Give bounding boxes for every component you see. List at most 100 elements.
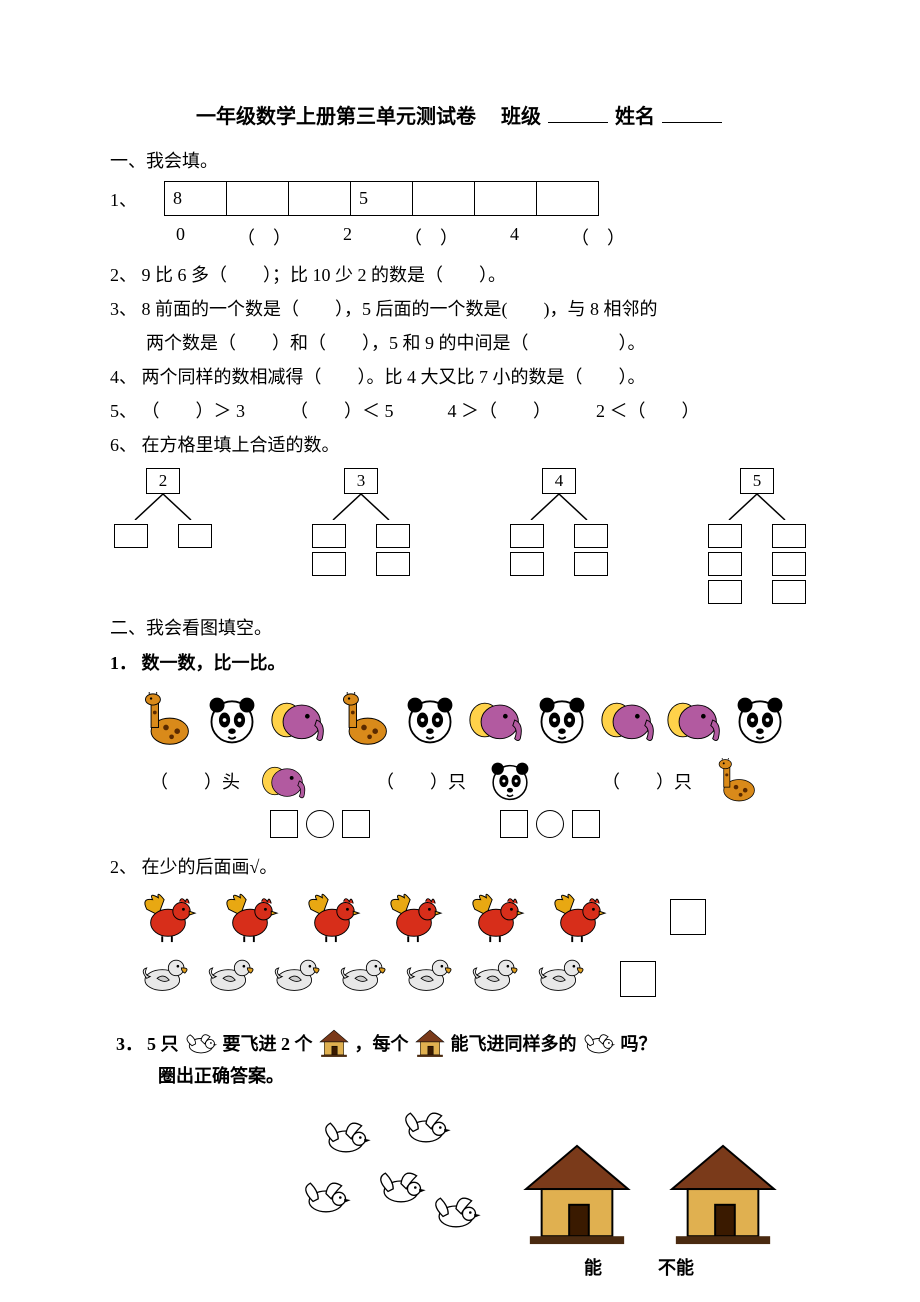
q6-number: 6、 (110, 435, 137, 455)
q4: 4、 两个同样的数相减得（ ）。比 4 大又比 7 小的数是（ ）。 (110, 362, 810, 392)
q1-cell[interactable] (475, 182, 537, 216)
bond-lines-icon (321, 494, 401, 520)
elephant-count[interactable]: （ ）头 (150, 768, 240, 794)
check-box[interactable] (620, 961, 656, 997)
q2-text: 9 比 6 多（ ）；比 10 少 2 的数是（ ）。 (142, 265, 507, 285)
elephant-icon (258, 758, 310, 804)
duck-icon (534, 952, 586, 1006)
compare-group[interactable] (500, 810, 600, 838)
dove-icon (183, 1029, 219, 1057)
name-blank[interactable] (662, 105, 722, 123)
duck-icon (468, 952, 520, 1006)
house-icon (317, 1028, 351, 1058)
bond-cell[interactable] (510, 524, 544, 548)
bond-cell[interactable] (574, 524, 608, 548)
bond-cell[interactable] (312, 552, 346, 576)
duck-icon (402, 952, 454, 1006)
q6-label: 在方格里填上合适的数。 (142, 435, 340, 455)
q1-cell[interactable] (413, 182, 475, 216)
name-label: 姓名 (615, 106, 655, 128)
q3-number: 3、 (110, 299, 137, 319)
q1-cell[interactable] (537, 182, 599, 216)
q3-illustration (280, 1098, 810, 1248)
square-icon (342, 810, 370, 838)
q2-number: 2、 (110, 265, 137, 285)
bond-top: 4 (542, 468, 576, 494)
bond-cell[interactable] (376, 524, 410, 548)
bond-cell[interactable] (312, 524, 346, 548)
square-icon (572, 810, 600, 838)
bond-cell[interactable] (708, 524, 742, 548)
chicken-icon (466, 890, 526, 944)
answer-no[interactable]: 不能 (658, 1254, 694, 1280)
seq-blank[interactable]: （ ） (571, 224, 625, 250)
square-icon (270, 810, 298, 838)
section2-heading: 二、我会看图填空。 (110, 614, 810, 640)
seq-blank[interactable]: （ ） (404, 224, 458, 250)
dove-icon (581, 1029, 617, 1057)
bond-cell[interactable] (510, 552, 544, 576)
check-box[interactable] (670, 899, 706, 935)
elephant-icon (468, 692, 524, 748)
class-label: 班级 (501, 106, 541, 128)
q1-cell[interactable] (227, 182, 289, 216)
square-icon (500, 810, 528, 838)
q3-text1: 8 前面的一个数是（ ），5 后面的一个数是( )，与 8 相邻的 (142, 299, 658, 319)
giraffe-count[interactable]: （ ）只 (602, 768, 692, 794)
bond-cell[interactable] (772, 552, 806, 576)
bond-lines-icon (123, 494, 203, 520)
chicken-icon (548, 890, 608, 944)
seq-blank[interactable]: （ ） (237, 224, 291, 250)
duck-icon (270, 952, 322, 1006)
house-icon (413, 1028, 447, 1058)
bond-cell[interactable] (772, 580, 806, 604)
bond-cell[interactable] (178, 524, 212, 548)
title-text: 一年级数学上册第三单元测试卷 (196, 106, 476, 128)
elephant-icon (270, 692, 326, 748)
count-row: （ ）头 （ ）只 （ ）只 (150, 758, 810, 804)
compare-shapes (270, 810, 810, 838)
chicken-icon (302, 890, 362, 944)
bond-top: 3 (344, 468, 378, 494)
q2: 2、 9 比 6 多（ ）；比 10 少 2 的数是（ ）。 (110, 260, 810, 290)
chicken-row (138, 890, 810, 944)
q3-seg: 吗？ (621, 1030, 657, 1056)
panda-count[interactable]: （ ）只 (376, 768, 466, 794)
q6-text: 6、 在方格里填上合适的数。 (110, 430, 810, 460)
giraffe-icon (710, 758, 762, 804)
answer-yes[interactable]: 能 (584, 1254, 602, 1280)
bond-cell[interactable] (376, 552, 410, 576)
q1-cell[interactable]: 8 (165, 182, 227, 216)
q3-line2: 圈出正确答案。 (158, 1062, 810, 1088)
bond-cell[interactable] (574, 552, 608, 576)
s2q3-number: 3． (116, 1030, 143, 1056)
q3-seg: 能飞进同样多的 (451, 1030, 577, 1056)
q3-line1: 3、 8 前面的一个数是（ ），5 后面的一个数是( )，与 8 相邻的 (110, 294, 810, 324)
elephant-icon (600, 692, 656, 748)
s2q2-number: 2、 (110, 857, 137, 877)
bond-lines-icon (717, 494, 797, 520)
duck-icon (336, 952, 388, 1006)
panda-icon (204, 692, 260, 748)
class-blank[interactable] (548, 105, 608, 123)
doves-group-icon (280, 1098, 490, 1248)
animals-row (138, 692, 810, 748)
chicken-icon (220, 890, 280, 944)
section1-heading: 一、我会填。 (110, 147, 810, 173)
circle-icon (306, 810, 334, 838)
giraffe-icon (138, 692, 194, 748)
number-bond-2: 2 (114, 468, 212, 604)
chicken-icon (138, 890, 198, 944)
q1: 1、 8 5 (110, 181, 810, 216)
q1-cell[interactable] (289, 182, 351, 216)
s2q1-number: 1． (110, 653, 137, 673)
compare-group[interactable] (270, 810, 370, 838)
bond-cell[interactable] (114, 524, 148, 548)
bond-cell[interactable] (772, 524, 806, 548)
seq-val: 4 (510, 224, 519, 250)
bond-top: 5 (740, 468, 774, 494)
seq-val: 2 (343, 224, 352, 250)
bond-cell[interactable] (708, 580, 742, 604)
q1-cell[interactable]: 5 (351, 182, 413, 216)
bond-cell[interactable] (708, 552, 742, 576)
